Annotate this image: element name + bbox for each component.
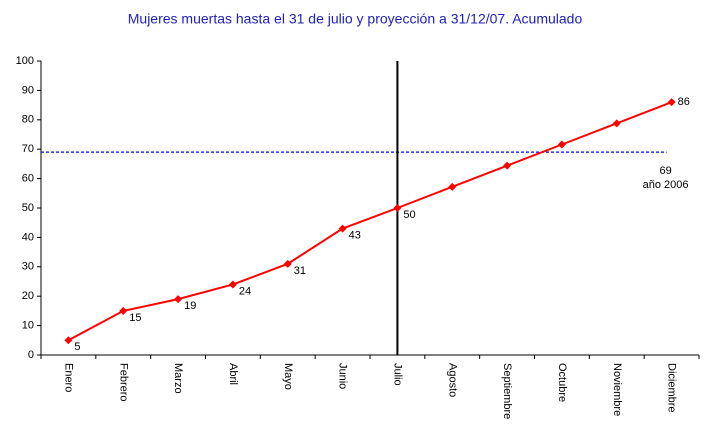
x-tick-label: Septiembre [501, 363, 513, 419]
x-tick-label: Mayo [282, 363, 294, 390]
y-tick-label: 70 [22, 143, 34, 155]
data-line [67, 101, 672, 342]
y-tick-label: 0 [28, 349, 34, 361]
data-point [283, 259, 292, 268]
data-point [448, 182, 457, 191]
reference-label: año 2006 [643, 179, 689, 191]
x-tick-label: Agosto [446, 363, 458, 397]
data-point [338, 224, 347, 233]
y-tick-label: 100 [16, 55, 34, 67]
data-point [557, 140, 566, 149]
reference-value-label: 69 [659, 165, 671, 177]
data-label: 43 [349, 229, 361, 241]
y-tick-label: 10 [22, 320, 34, 332]
data-label: 86 [678, 96, 690, 108]
data-label: 50 [403, 209, 415, 221]
data-label: 5 [74, 341, 80, 353]
x-tick-label: Octubre [556, 363, 568, 402]
x-tick-label: Febrero [117, 363, 129, 402]
data-point [612, 119, 621, 128]
x-tick-label: Noviembre [611, 363, 623, 416]
data-label: 15 [129, 312, 141, 324]
x-tick-label: Abril [227, 363, 239, 385]
y-tick-label: 30 [22, 261, 34, 273]
x-tick-label: Enero [63, 363, 75, 392]
data-label: 19 [184, 300, 196, 312]
data-label: 31 [294, 265, 306, 277]
data-point [667, 98, 676, 107]
y-tick-label: 80 [22, 114, 34, 126]
data-point [393, 204, 402, 212]
data-point [503, 161, 512, 170]
y-tick-label: 90 [22, 84, 34, 96]
data-point [119, 306, 128, 315]
x-tick-label: Junio [337, 363, 349, 389]
x-tick-label: Diciembre [666, 363, 678, 413]
data-point [174, 295, 183, 304]
data-label: 24 [239, 285, 251, 297]
x-tick-label: Julio [392, 363, 404, 386]
y-tick-label: 60 [22, 173, 34, 185]
y-tick-label: 40 [22, 231, 34, 243]
x-tick-label: Marzo [172, 363, 184, 394]
chart-title: Mujeres muertas hasta el 31 de julio y p… [128, 11, 583, 27]
y-tick-label: 20 [22, 290, 34, 302]
data-point [228, 280, 237, 289]
data-point [64, 336, 73, 345]
y-tick-label: 50 [22, 202, 34, 214]
